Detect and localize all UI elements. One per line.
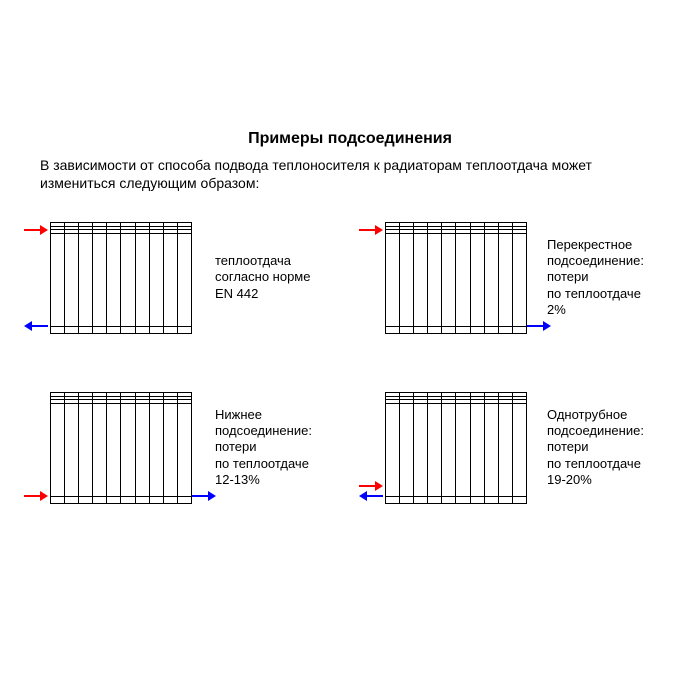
radiator-rib — [386, 393, 400, 503]
label-line: по теплоотдаче — [547, 286, 667, 302]
panel-cross: Перекрестноеподсоединение:потерипо тепло… — [355, 217, 680, 337]
hot-arrow-icon — [24, 491, 46, 499]
radiator-rib — [79, 223, 93, 333]
panel-bottom: Нижнееподсоединение:потерипо теплоотдаче… — [20, 387, 345, 507]
radiator — [385, 392, 527, 504]
label-line: подсоединение: — [547, 253, 667, 269]
radiator — [385, 222, 527, 334]
cold-arrow-icon — [24, 321, 46, 329]
radiator-rib — [513, 393, 526, 503]
page: Примеры подсоединения В зависимости от с… — [0, 0, 700, 700]
radiator-rib — [499, 223, 513, 333]
label-line: 12-13% — [215, 472, 312, 488]
radiator-rib — [485, 393, 499, 503]
label-line: потери — [547, 269, 667, 285]
hot-arrow-icon — [359, 225, 381, 233]
diagram-grid: теплоотдачасогласно нормеEN 442 Перекрес… — [0, 217, 700, 507]
radiator-rib — [471, 223, 485, 333]
label-line: по теплоотдаче — [215, 456, 312, 472]
label-line: по теплоотдаче — [547, 456, 667, 472]
radiator-rib — [93, 223, 107, 333]
label-line: согласно норме — [215, 269, 310, 285]
diagram-cross — [355, 217, 545, 337]
radiator-rib — [485, 223, 499, 333]
cold-arrow-icon — [527, 321, 549, 329]
hot-arrow-icon — [359, 481, 381, 489]
page-title: Примеры подсоединения — [0, 130, 700, 148]
radiator-rib — [65, 393, 79, 503]
radiator-rib — [79, 393, 93, 503]
radiator-rib — [121, 223, 135, 333]
radiator-rib — [456, 393, 470, 503]
page-subtitle: В зависимости от способа подвода теплоно… — [40, 156, 660, 192]
radiator-rib — [65, 223, 79, 333]
radiator-rib — [442, 393, 456, 503]
radiator-rib — [178, 393, 191, 503]
diagram-norm — [20, 217, 210, 337]
radiator-rib — [428, 393, 442, 503]
radiator-rib — [107, 393, 121, 503]
radiator-rib — [471, 393, 485, 503]
label-line: подсоединение: — [215, 423, 312, 439]
label-line: Перекрестное — [547, 237, 667, 253]
radiator-rib — [513, 223, 526, 333]
panel-single: Однотрубноеподсоединение:потерипо теплоо… — [355, 387, 680, 507]
radiator-rib — [150, 393, 164, 503]
radiator-rib — [164, 393, 178, 503]
radiator-rib — [386, 223, 400, 333]
label-line: потери — [547, 439, 667, 455]
radiator-rib — [121, 393, 135, 503]
label-line: потери — [215, 439, 312, 455]
label-cross: Перекрестноеподсоединение:потерипо тепло… — [545, 237, 667, 318]
label-line: подсоединение: — [547, 423, 667, 439]
radiator-rib — [93, 393, 107, 503]
radiator-rib — [414, 223, 428, 333]
radiator-rib — [414, 393, 428, 503]
radiator-rib — [400, 223, 414, 333]
label-line: 2% — [547, 302, 667, 318]
label-line: теплоотдача — [215, 253, 310, 269]
radiator-rib — [178, 223, 191, 333]
label-single: Однотрубноеподсоединение:потерипо теплоо… — [545, 407, 667, 488]
radiator-rib — [456, 223, 470, 333]
radiator-rib — [51, 393, 65, 503]
radiator-rib — [107, 223, 121, 333]
radiator-rib — [400, 393, 414, 503]
panel-norm: теплоотдачасогласно нормеEN 442 — [20, 217, 345, 337]
label-line: EN 442 — [215, 286, 310, 302]
label-bottom: Нижнееподсоединение:потерипо теплоотдаче… — [210, 407, 312, 488]
radiator-rib — [164, 223, 178, 333]
hot-arrow-icon — [24, 225, 46, 233]
radiator-rib — [150, 223, 164, 333]
label-line: 19-20% — [547, 472, 667, 488]
radiator-rib — [442, 223, 456, 333]
radiator-rib — [136, 223, 150, 333]
label-line: Однотрубное — [547, 407, 667, 423]
radiator-rib — [51, 223, 65, 333]
radiator-rib — [136, 393, 150, 503]
cold-arrow-icon — [359, 491, 381, 499]
radiator — [50, 392, 192, 504]
radiator-rib — [428, 223, 442, 333]
radiator-rib — [499, 393, 513, 503]
radiator — [50, 222, 192, 334]
cold-arrow-icon — [192, 491, 214, 499]
diagram-single — [355, 387, 545, 507]
diagram-bottom — [20, 387, 210, 507]
label-line: Нижнее — [215, 407, 312, 423]
label-norm: теплоотдачасогласно нормеEN 442 — [210, 253, 310, 302]
